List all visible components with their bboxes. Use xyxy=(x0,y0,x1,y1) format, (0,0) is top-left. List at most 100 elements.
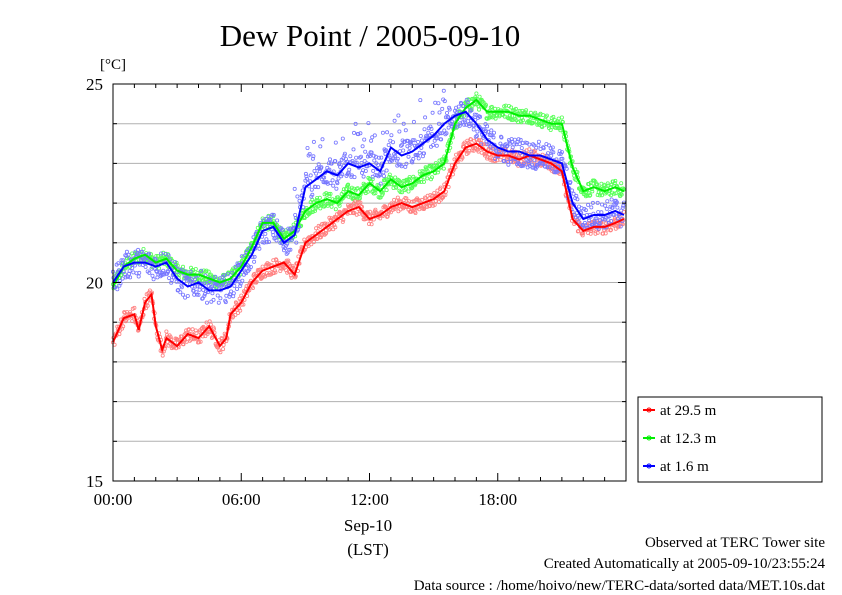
scatter-point xyxy=(444,131,449,136)
scatter-point xyxy=(319,165,324,170)
scatter-point xyxy=(476,107,481,112)
scatter-point xyxy=(172,259,177,264)
scatter-point xyxy=(507,139,512,144)
scatter-point xyxy=(524,108,529,113)
scatter-point xyxy=(607,214,612,219)
scatter-point xyxy=(583,208,588,213)
scatter-point xyxy=(333,140,338,145)
scatter-point xyxy=(370,174,375,179)
scatter-point xyxy=(218,350,223,355)
scatter-point xyxy=(529,149,534,154)
scatter-point xyxy=(266,214,271,219)
scatter-point xyxy=(396,198,401,203)
scatter-point xyxy=(430,110,435,115)
scatter-point xyxy=(369,150,374,155)
scatter-point xyxy=(241,302,246,307)
scatter-point xyxy=(577,215,582,220)
x-axis-date-label: Sep-10 xyxy=(344,516,392,535)
scatter-point xyxy=(419,197,424,202)
scatter-point xyxy=(438,185,443,190)
scatter-point xyxy=(340,172,345,177)
scatter-point xyxy=(135,251,140,256)
scatter-point xyxy=(434,143,439,148)
scatter-point xyxy=(186,327,191,332)
scatter-point xyxy=(392,118,397,123)
scatter-point xyxy=(146,251,151,256)
scatter-point xyxy=(385,214,390,219)
scatter-point xyxy=(404,161,409,166)
scatter-point xyxy=(284,243,289,248)
scatter-point xyxy=(294,240,299,245)
scatter-point xyxy=(510,145,515,150)
scatter-point xyxy=(238,283,243,288)
scatter-point xyxy=(252,259,257,264)
scatter-point xyxy=(498,157,503,162)
scatter-point xyxy=(599,210,604,215)
scatter-point xyxy=(505,143,510,148)
scatter-point xyxy=(176,287,181,292)
scatter-point xyxy=(286,247,291,252)
scatter-point xyxy=(526,159,531,164)
scatter-point xyxy=(335,195,340,200)
scatter-point xyxy=(312,208,317,213)
scatter-point xyxy=(295,194,300,199)
scatter-point xyxy=(446,115,451,120)
scatter-point xyxy=(131,270,136,275)
scatter-point xyxy=(517,142,522,147)
scatter-point xyxy=(193,284,198,289)
scatter-point xyxy=(132,263,137,268)
scatter-point xyxy=(506,162,511,167)
scatter-point xyxy=(379,155,384,160)
scatter-point xyxy=(199,270,204,275)
scatter-point xyxy=(393,153,398,158)
scatter-point xyxy=(136,247,141,252)
scatter-point xyxy=(443,115,448,120)
scatter-point xyxy=(509,118,514,123)
scatter-point xyxy=(147,288,152,293)
scatter-point xyxy=(132,305,137,310)
scatter-point xyxy=(513,106,518,111)
scatter-point xyxy=(493,156,498,161)
scatter-point xyxy=(403,128,408,133)
scatter-point xyxy=(489,104,494,109)
scatter-point xyxy=(303,171,308,176)
scatter-point xyxy=(397,129,402,134)
scatter-point xyxy=(413,181,418,186)
scatter-point xyxy=(504,144,509,149)
legend-label: at 12.3 m xyxy=(660,431,717,447)
scatter-point xyxy=(465,138,470,143)
scatter-point xyxy=(615,205,620,210)
scatter-point xyxy=(297,198,302,203)
scatter-point xyxy=(441,192,446,197)
scatter-point xyxy=(441,166,446,171)
scatter-point xyxy=(421,179,426,184)
scatter-point xyxy=(179,285,184,290)
scatter-point xyxy=(342,153,347,158)
scatter-point xyxy=(311,240,316,245)
scatter-point xyxy=(269,214,274,219)
scatter-point xyxy=(551,150,556,155)
scatter-point xyxy=(192,292,197,297)
scatter-point xyxy=(614,200,619,205)
scatter-point xyxy=(605,181,610,186)
scatter-point xyxy=(512,142,517,147)
scatter-point xyxy=(237,262,242,267)
scatter-point xyxy=(406,189,411,194)
scatter-point xyxy=(456,104,461,109)
scatter-point xyxy=(199,268,204,273)
scatter-point xyxy=(362,159,367,164)
scatter-point xyxy=(128,275,133,280)
scatter-point xyxy=(613,191,618,196)
scatter-point xyxy=(619,192,624,197)
scatter-point xyxy=(337,161,342,166)
scatter-point xyxy=(124,253,129,258)
scatter-point xyxy=(389,133,394,138)
scatter-point xyxy=(226,281,231,286)
scatter-point xyxy=(127,269,132,274)
scatter-point xyxy=(406,154,411,159)
scatter-point xyxy=(550,166,555,171)
scatter-point xyxy=(595,200,600,205)
scatter-point xyxy=(442,99,447,104)
scatter-point xyxy=(433,100,438,105)
scatter-point xyxy=(466,116,471,121)
